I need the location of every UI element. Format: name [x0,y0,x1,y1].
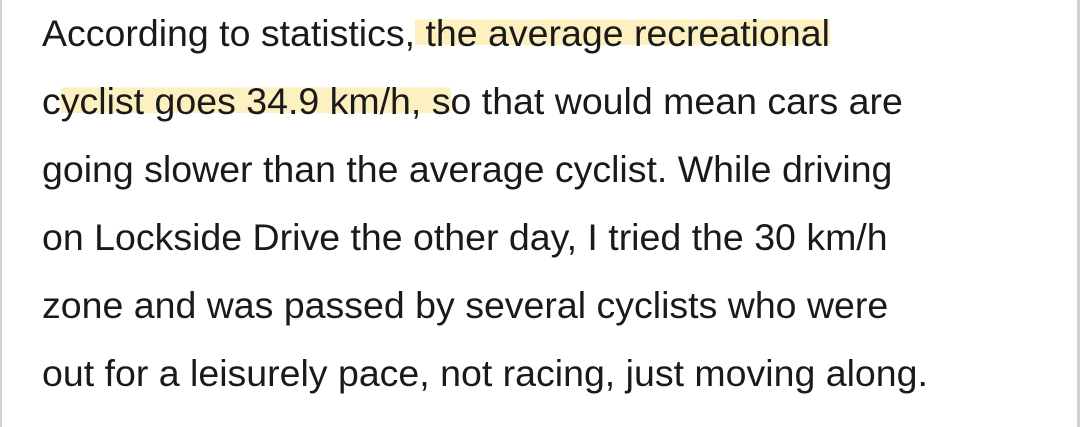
text-segment: on Lockside Drive the other day, I tried… [42,216,888,258]
text-segment: o that would mean cars are [450,80,903,122]
text-segment: going slower than the average cyclist. W… [42,148,893,190]
text-segment: zone and was passed by several cyclists … [42,284,889,326]
text-segment: c [42,80,61,122]
text-segment: According to statistics, [42,12,416,54]
highlighted-text: yclist goes 34.9 km/h, s [60,80,451,122]
text-line: out for a leisurely pace, not racing, ju… [42,339,928,407]
text-line: zone and was passed by several cyclists … [42,271,928,339]
text-line: going slower than the average cyclist. W… [42,135,928,203]
text-line: According to statistics, the average rec… [42,0,928,67]
text-line: on Lockside Drive the other day, I tried… [42,203,928,271]
text-segment: out for a leisurely pace, not racing, ju… [42,352,928,394]
paragraph: According to statistics, the average rec… [42,0,928,407]
text-line: cyclist goes 34.9 km/h, so that would me… [42,67,928,135]
highlighted-text: the average recreational [415,12,830,54]
